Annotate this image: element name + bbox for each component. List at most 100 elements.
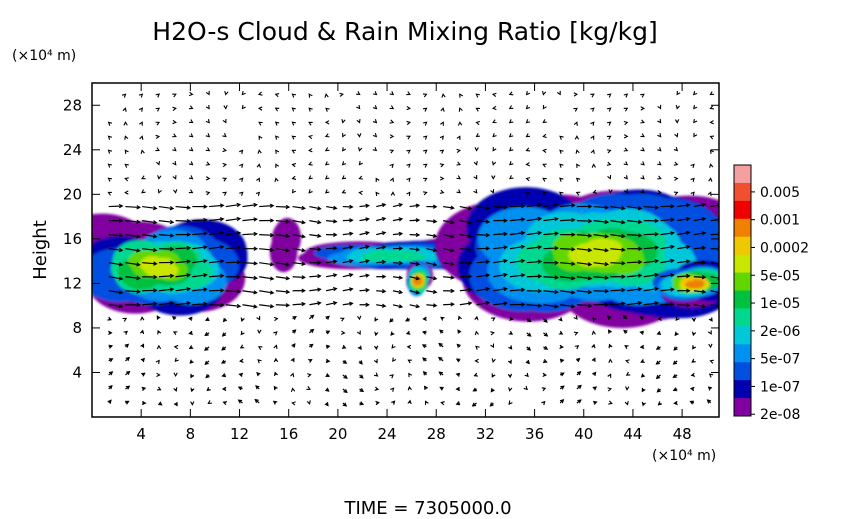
wind-vector xyxy=(677,259,691,264)
plot-frame xyxy=(91,82,720,418)
wind-vector xyxy=(591,163,596,168)
wind-vector xyxy=(341,118,346,124)
wind-vector xyxy=(657,401,663,406)
wind-vector xyxy=(206,386,211,392)
colorbar-swatch xyxy=(734,308,751,327)
wind-vector xyxy=(456,343,461,348)
wind-vector xyxy=(242,304,258,309)
wind-vector xyxy=(490,343,495,349)
wind-vector xyxy=(489,402,494,407)
wind-vector xyxy=(157,329,162,335)
wind-vector xyxy=(208,217,225,222)
wind-vector xyxy=(325,358,331,364)
wind-vector xyxy=(405,330,411,335)
wind-vector xyxy=(443,248,455,253)
wind-vector xyxy=(187,316,193,321)
wind-vector xyxy=(259,276,275,281)
wind-vector xyxy=(142,247,158,253)
wind-vector xyxy=(125,400,130,405)
wind-vector xyxy=(325,301,338,306)
wind-vector xyxy=(342,359,348,364)
wind-vector xyxy=(475,120,481,126)
wind-vector xyxy=(509,161,514,166)
wind-vector xyxy=(225,274,242,280)
wind-vector xyxy=(508,400,513,405)
wind-vector xyxy=(205,133,211,138)
colorbar-swatch xyxy=(734,218,751,238)
colorbar-label: 2e-08 xyxy=(760,407,800,423)
cloud-region-main-anvil xyxy=(434,187,719,329)
wind-vector xyxy=(590,121,595,126)
wind-vector xyxy=(389,91,395,96)
wind-vector xyxy=(406,177,411,182)
wind-vector xyxy=(674,331,679,337)
wind-vector xyxy=(222,147,227,153)
wind-vector xyxy=(257,106,263,111)
wind-vector xyxy=(356,119,361,124)
wind-vector xyxy=(309,247,322,252)
wind-vector xyxy=(507,373,513,379)
wind-vector xyxy=(205,90,210,96)
wind-vector xyxy=(675,104,680,110)
wind-vector xyxy=(643,286,660,292)
wind-vector xyxy=(709,149,714,154)
wind-vector xyxy=(205,176,211,181)
wind-vector xyxy=(391,344,396,349)
wind-vector xyxy=(643,218,660,224)
wind-vector xyxy=(259,218,275,223)
wind-vector xyxy=(175,218,192,224)
wind-vector xyxy=(308,189,313,194)
wind-vector xyxy=(358,161,363,166)
wind-vector xyxy=(456,189,461,194)
wind-vector xyxy=(222,118,227,124)
wind-vector xyxy=(373,372,379,377)
wind-vector xyxy=(222,401,228,406)
wind-vector xyxy=(389,177,395,182)
wind-vector xyxy=(491,175,496,180)
wind-vector xyxy=(508,330,514,335)
wind-vector xyxy=(422,93,428,98)
wind-vector xyxy=(573,331,579,336)
wind-vector xyxy=(275,262,291,267)
wind-vector xyxy=(677,230,691,236)
wind-vector xyxy=(640,133,645,138)
wind-vector xyxy=(423,121,428,126)
wind-vector xyxy=(259,247,275,252)
x-tick-label: 44 xyxy=(623,425,642,443)
colorbar-swatch xyxy=(734,326,751,345)
wind-vector xyxy=(241,104,246,110)
wind-vector xyxy=(325,387,330,392)
wind-vector xyxy=(576,303,593,308)
wind-vector xyxy=(575,177,581,182)
wind-vector xyxy=(308,93,313,98)
wind-vector xyxy=(508,147,514,152)
wind-vector xyxy=(641,401,646,407)
wind-vector xyxy=(108,303,124,309)
wind-vector xyxy=(125,234,141,239)
wind-vector xyxy=(673,346,678,351)
wind-vector xyxy=(107,399,112,404)
wind-vector xyxy=(623,93,629,98)
wind-vector xyxy=(257,149,262,154)
wind-vector xyxy=(493,258,508,264)
wind-vector xyxy=(292,329,297,334)
wind-vector xyxy=(274,121,280,126)
wind-vector xyxy=(610,274,626,279)
wind-vector xyxy=(239,163,244,168)
wind-vector xyxy=(138,121,143,126)
wind-vector xyxy=(406,105,411,111)
wind-vector xyxy=(173,344,179,350)
wind-vector xyxy=(158,273,175,279)
wind-vector xyxy=(622,314,628,320)
wind-vector xyxy=(543,245,559,251)
wind-vector xyxy=(156,315,161,320)
wind-vector xyxy=(660,217,675,222)
wind-vector xyxy=(456,148,462,154)
wind-vector xyxy=(493,286,508,292)
wind-vector xyxy=(122,107,127,112)
wind-vector xyxy=(273,385,278,391)
wind-vector xyxy=(242,246,259,251)
wind-vector xyxy=(239,191,244,196)
wind-vector xyxy=(490,189,495,194)
